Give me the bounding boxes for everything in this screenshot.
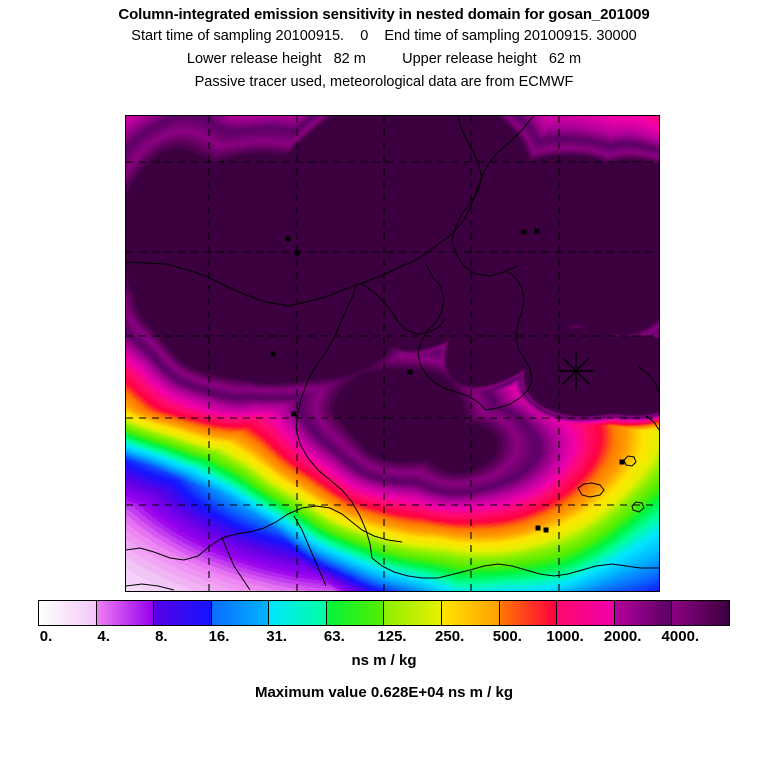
colorbar-segment-5 [326, 601, 385, 625]
tracer-met-line: Passive tracer used, meteorological data… [194, 74, 574, 90]
colorbar-tick-1: 4. [97, 628, 110, 645]
sampling-time-line: Start time of sampling 20100915. 0 End t… [131, 28, 637, 44]
colorbar-tick-6: 125. [377, 628, 407, 645]
colorbar-tick-11: 4000. [661, 628, 700, 645]
colorbar-segment-9 [557, 601, 615, 625]
colorbar-segment-8 [499, 601, 558, 625]
colorbar-segment-1 [96, 601, 155, 625]
colorbar-segment-10 [614, 601, 673, 625]
colorbar-tick-10: 2000. [603, 628, 642, 645]
colorbar [38, 600, 730, 626]
header-block: Column-integrated emission sensitivity i… [0, 0, 768, 94]
colorbar-segment-6 [384, 601, 443, 625]
colorbar-tick-2: 8. [155, 628, 168, 645]
colorbar-tick-4: 31. [266, 628, 288, 645]
colorbar-units-label: ns m / kg [351, 652, 417, 669]
colorbar-tick-labels: 0. 4. 8. 16. 31. 63. 125. 250. 500. 1000. 2000. 400… [0, 628, 768, 650]
colorbar-segment-11 [672, 601, 729, 625]
colorbar-tick-3: 16. [208, 628, 230, 645]
colorbar-segment-4 [269, 601, 327, 625]
colorbar-segment-2 [154, 601, 212, 625]
release-height-line: Lower release height 82 m Upper release … [186, 51, 582, 67]
colorbar-tick-5: 63. [323, 628, 345, 645]
colorbar-tick-9: 1000. [546, 628, 584, 645]
emission-sensitivity-field [126, 116, 659, 591]
page-title: Column-integrated emission sensitivity i… [118, 6, 650, 23]
colorbar-tick-7: 250. [435, 628, 465, 645]
colorbar-tick-8: 500. [492, 628, 522, 645]
colorbar-segment-7 [442, 601, 500, 625]
colorbar-tick-0: 0. [39, 628, 53, 645]
colorbar-segment-3 [211, 601, 270, 625]
colorbar-container [38, 600, 730, 626]
map-plot-area [125, 115, 660, 592]
colorbar-segment-0 [39, 601, 97, 625]
maximum-value-label: Maximum value 0.628E+04 ns m / kg [254, 684, 514, 701]
